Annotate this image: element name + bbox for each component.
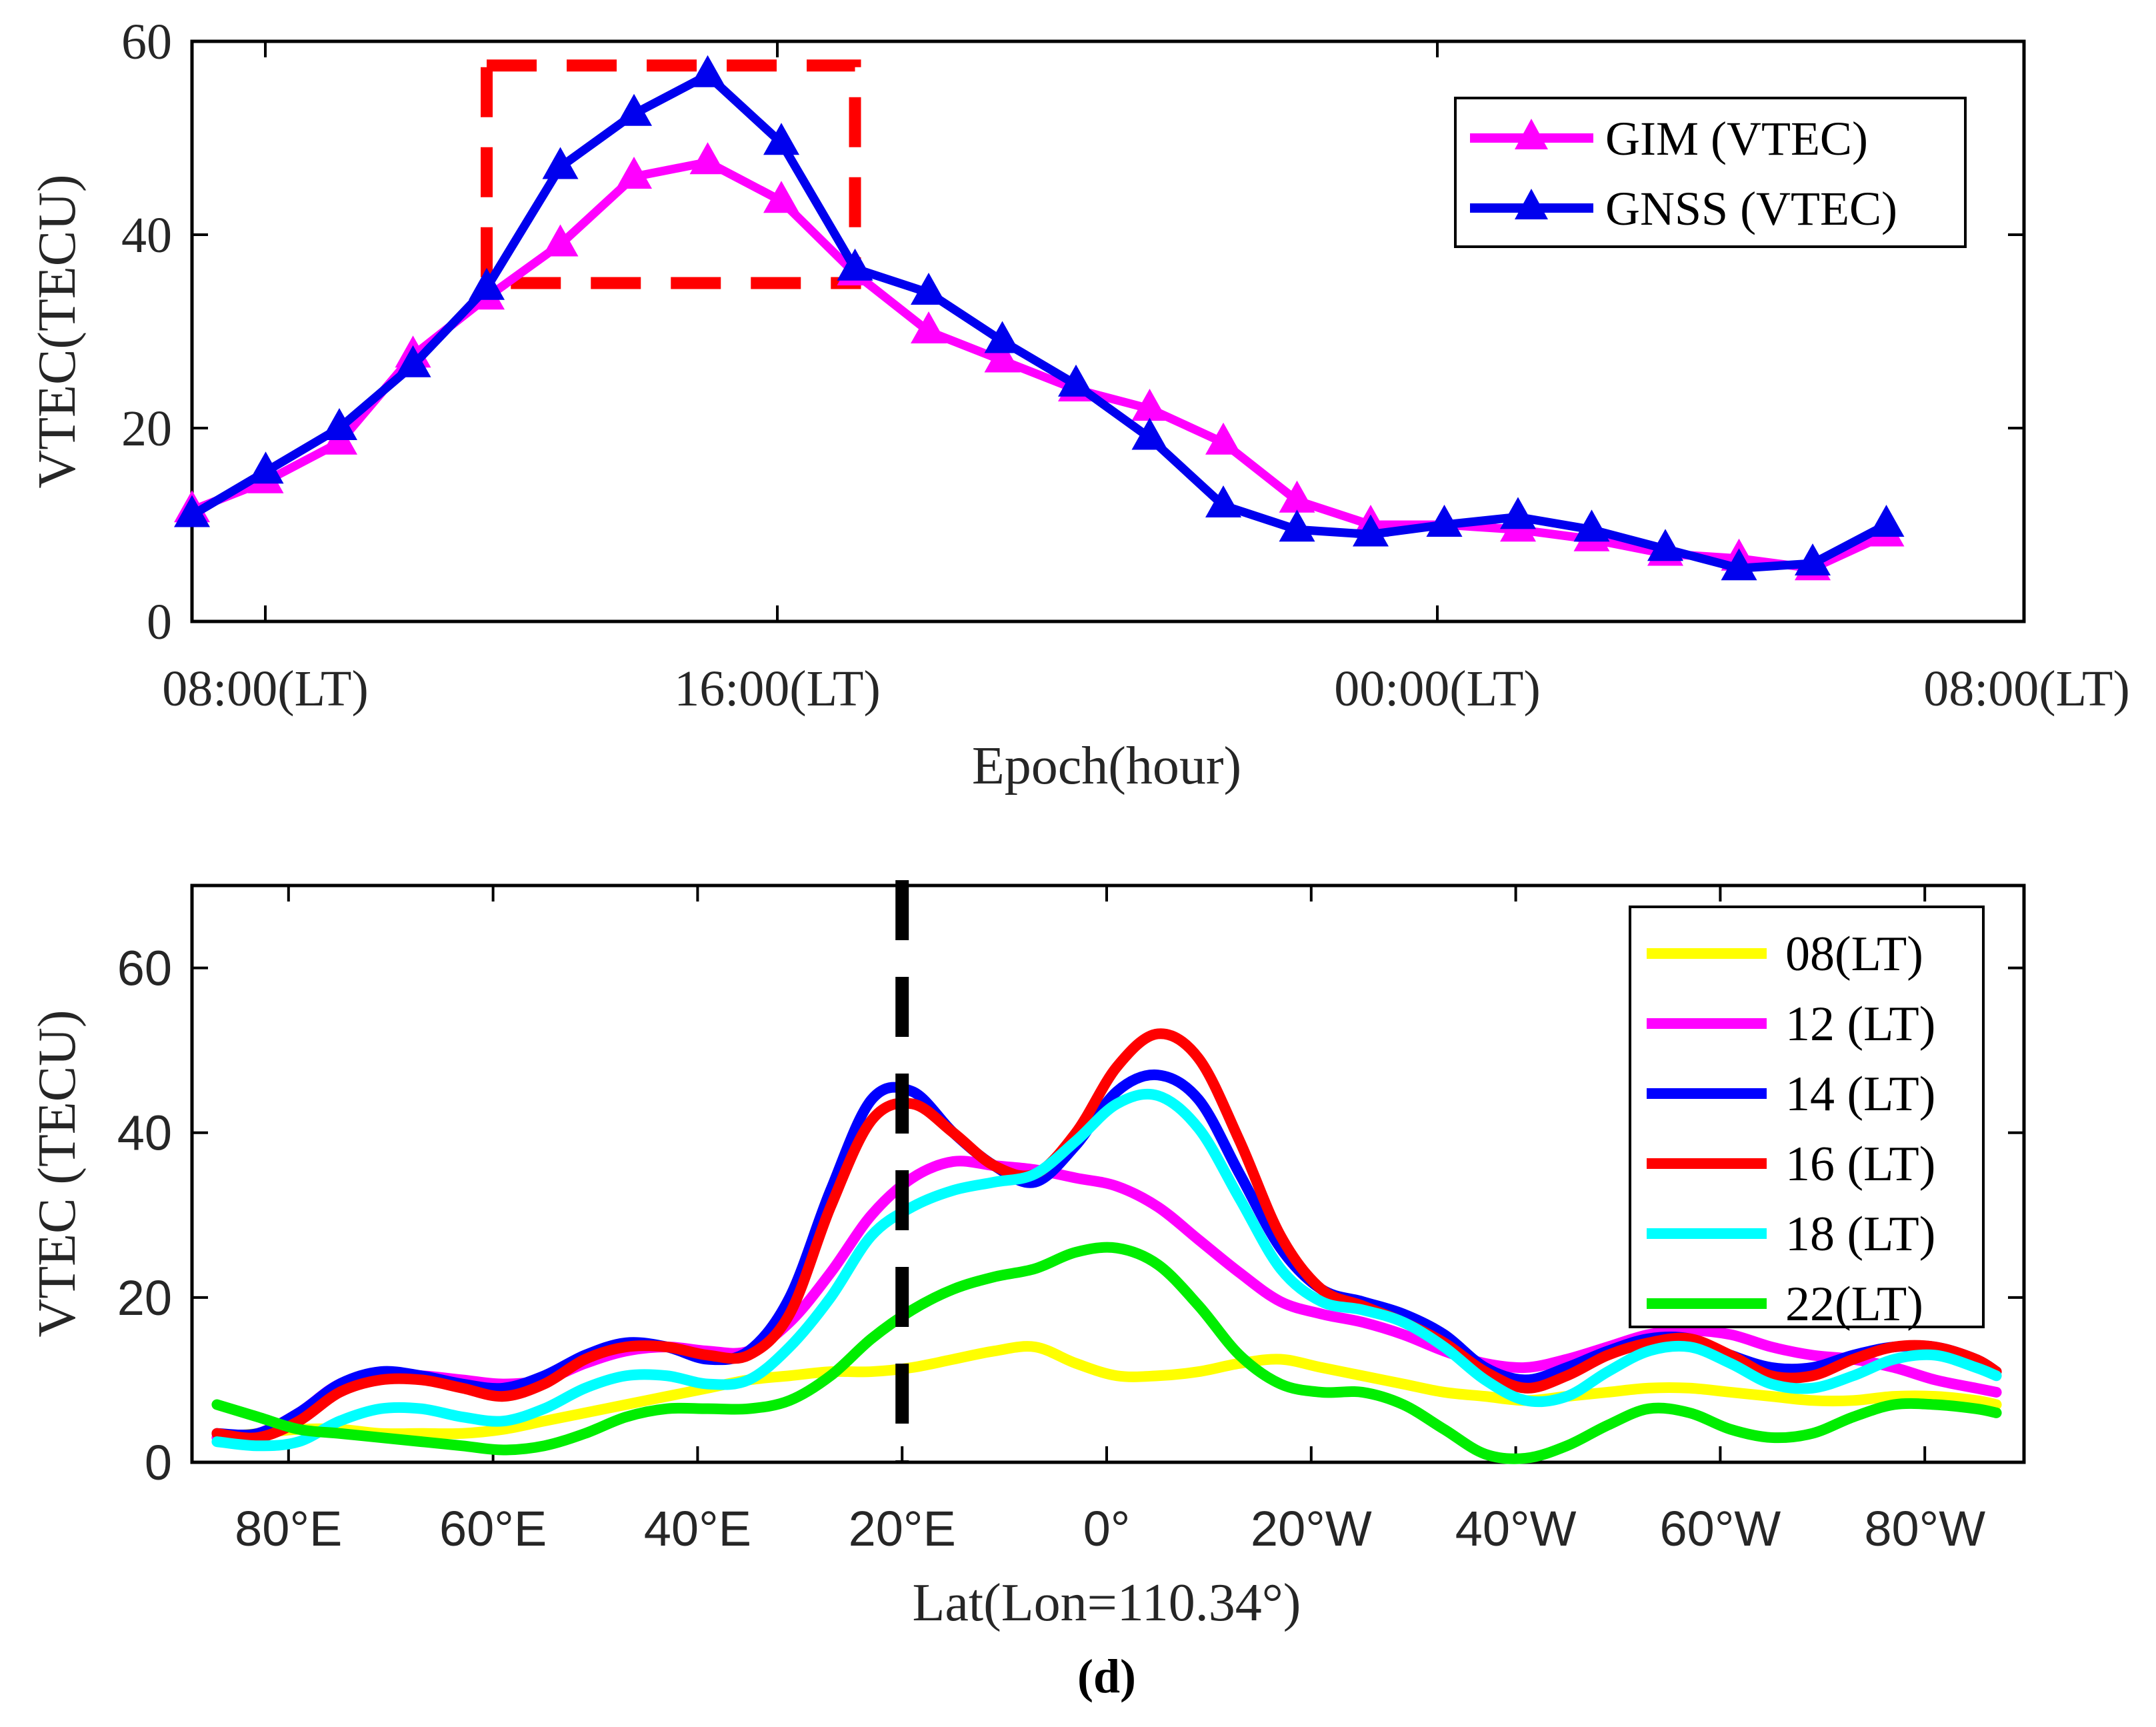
data-point-marker: [616, 93, 652, 126]
bottom-x-tick-label: 40°W: [1455, 1501, 1577, 1556]
data-point-marker: [1868, 505, 1905, 537]
series-line-16lt: [211, 1028, 2002, 1444]
bottom-legend-label: 18 (LT): [1785, 1207, 1935, 1262]
bottom-x-tick-label: 20°E: [849, 1501, 956, 1556]
top-chart: 0 20 40 60 08:00(LT) 16:00(LT) 00:00(LT) 08:00(…: [28, 14, 2130, 795]
top-y-tick-label: 60: [121, 14, 172, 70]
data-point-marker: [247, 451, 284, 484]
bottom-chart: 0 20 40 60 80°E 60°E 40°E 20°E 0° 20°W 40°W 60°W 80°…: [28, 880, 2026, 1703]
data-point-marker: [1721, 548, 1757, 581]
bottom-legend-item: 18 (LT): [1647, 1207, 1935, 1262]
top-x-axis-label: Epoch(hour): [972, 737, 1241, 795]
top-x-tick-label: 16:00(LT): [674, 661, 881, 717]
top-x-tick-label: 08:00(LT): [1923, 661, 2130, 717]
bottom-x-tick-label: 80°E: [235, 1501, 342, 1556]
bottom-x-axis-label: Lat(Lon=110.34°): [913, 1574, 1301, 1632]
data-point-marker: [689, 142, 726, 175]
data-point-marker: [1131, 389, 1168, 421]
data-point-marker: [837, 248, 873, 281]
data-point-marker: [1131, 417, 1168, 450]
series-line-22lt: [211, 1242, 2002, 1464]
top-x-tick-label: 00:00(LT): [1334, 661, 1541, 717]
data-point-marker: [1795, 543, 1831, 575]
bottom-legend-label: 22(LT): [1785, 1277, 1923, 1332]
data-point-marker: [395, 345, 431, 377]
data-point-marker: [174, 495, 210, 527]
bottom-legend-label: 16 (LT): [1785, 1137, 1935, 1192]
bottom-legend-item: 14 (LT): [1647, 1067, 1935, 1122]
data-point-marker: [1573, 509, 1610, 542]
top-y-tick-label: 0: [147, 594, 172, 650]
bottom-legend-label: 08(LT): [1785, 927, 1923, 982]
data-point-marker: [689, 55, 726, 87]
data-point-marker: [1279, 509, 1315, 542]
data-point-marker: [763, 123, 799, 155]
data-point-marker: [1500, 497, 1536, 529]
data-point-marker: [542, 224, 579, 257]
figure-caption: (d): [1077, 1650, 1136, 1703]
bottom-legend-label: 14 (LT): [1785, 1067, 1935, 1122]
data-point-marker: [616, 157, 652, 189]
data-point-marker: [1426, 505, 1463, 537]
bottom-legend-item: 16 (LT): [1647, 1137, 1935, 1192]
bottom-x-tick-label: 0°: [1083, 1501, 1131, 1556]
data-point-marker: [1647, 529, 1683, 561]
bottom-y-tick-label: 20: [117, 1270, 172, 1326]
bottom-y-tick-label: 0: [145, 1435, 172, 1490]
top-y-tick-label: 20: [121, 401, 172, 457]
data-point-marker: [911, 273, 947, 305]
top-y-tick-label: 40: [121, 207, 172, 263]
top-legend-item-gim: GIM (VTEC): [1470, 112, 1868, 165]
top-y-axis-label: VTEC(TECU): [28, 174, 87, 488]
top-x-tick-label: 08:00(LT): [162, 661, 369, 717]
bottom-y-axis-label: VTEC (TECU): [28, 1010, 87, 1337]
top-legend-item-gnss: GNSS (VTEC): [1470, 182, 1897, 235]
data-point-marker: [321, 408, 357, 440]
data-point-marker: [1205, 422, 1241, 455]
series-line-08lt: [211, 1341, 2002, 1443]
data-point-marker: [1205, 485, 1241, 517]
bottom-x-tick-label: 80°W: [1864, 1501, 1985, 1556]
bottom-legend-item: 12 (LT): [1647, 997, 1935, 1052]
data-point-marker: [1058, 364, 1094, 397]
top-legend-label-gnss: GNSS (VTEC): [1605, 182, 1897, 235]
data-point-marker: [763, 181, 799, 213]
bottom-x-tick-label: 20°W: [1251, 1501, 1372, 1556]
bottom-x-tick-label: 60°W: [1660, 1501, 1781, 1556]
bottom-x-tick-label: 40°E: [644, 1501, 751, 1556]
series-gnss-vtec: [174, 55, 1905, 581]
top-legend-label-gim: GIM (VTEC): [1605, 112, 1868, 165]
data-point-marker: [469, 267, 505, 300]
data-point-marker: [911, 311, 947, 343]
bottom-x-tick-label: 60°E: [439, 1501, 547, 1556]
bottom-y-tick-label: 60: [117, 941, 172, 996]
top-legend: GIM (VTEC) GNSS (VTEC): [1454, 97, 1967, 248]
bottom-legend-item: 22(LT): [1647, 1277, 1923, 1332]
data-point-marker: [984, 321, 1021, 353]
data-point-marker: [984, 340, 1021, 373]
bottom-legend-label: 12 (LT): [1785, 997, 1935, 1052]
top-plot-frame: [190, 39, 2026, 623]
data-point-marker: [1279, 480, 1315, 513]
bottom-legend: 08(LT) 12 (LT) 14 (LT) 16 (LT) 18 (LT) 22(LT): [1629, 906, 1985, 1332]
data-point-marker: [542, 147, 579, 179]
bottom-legend-item: 08(LT): [1647, 927, 1923, 982]
highlight-dashed-box: [481, 59, 861, 289]
bottom-y-tick-label: 40: [117, 1106, 172, 1161]
series-line-18lt: [211, 1088, 2002, 1452]
data-point-marker: [1353, 514, 1389, 547]
